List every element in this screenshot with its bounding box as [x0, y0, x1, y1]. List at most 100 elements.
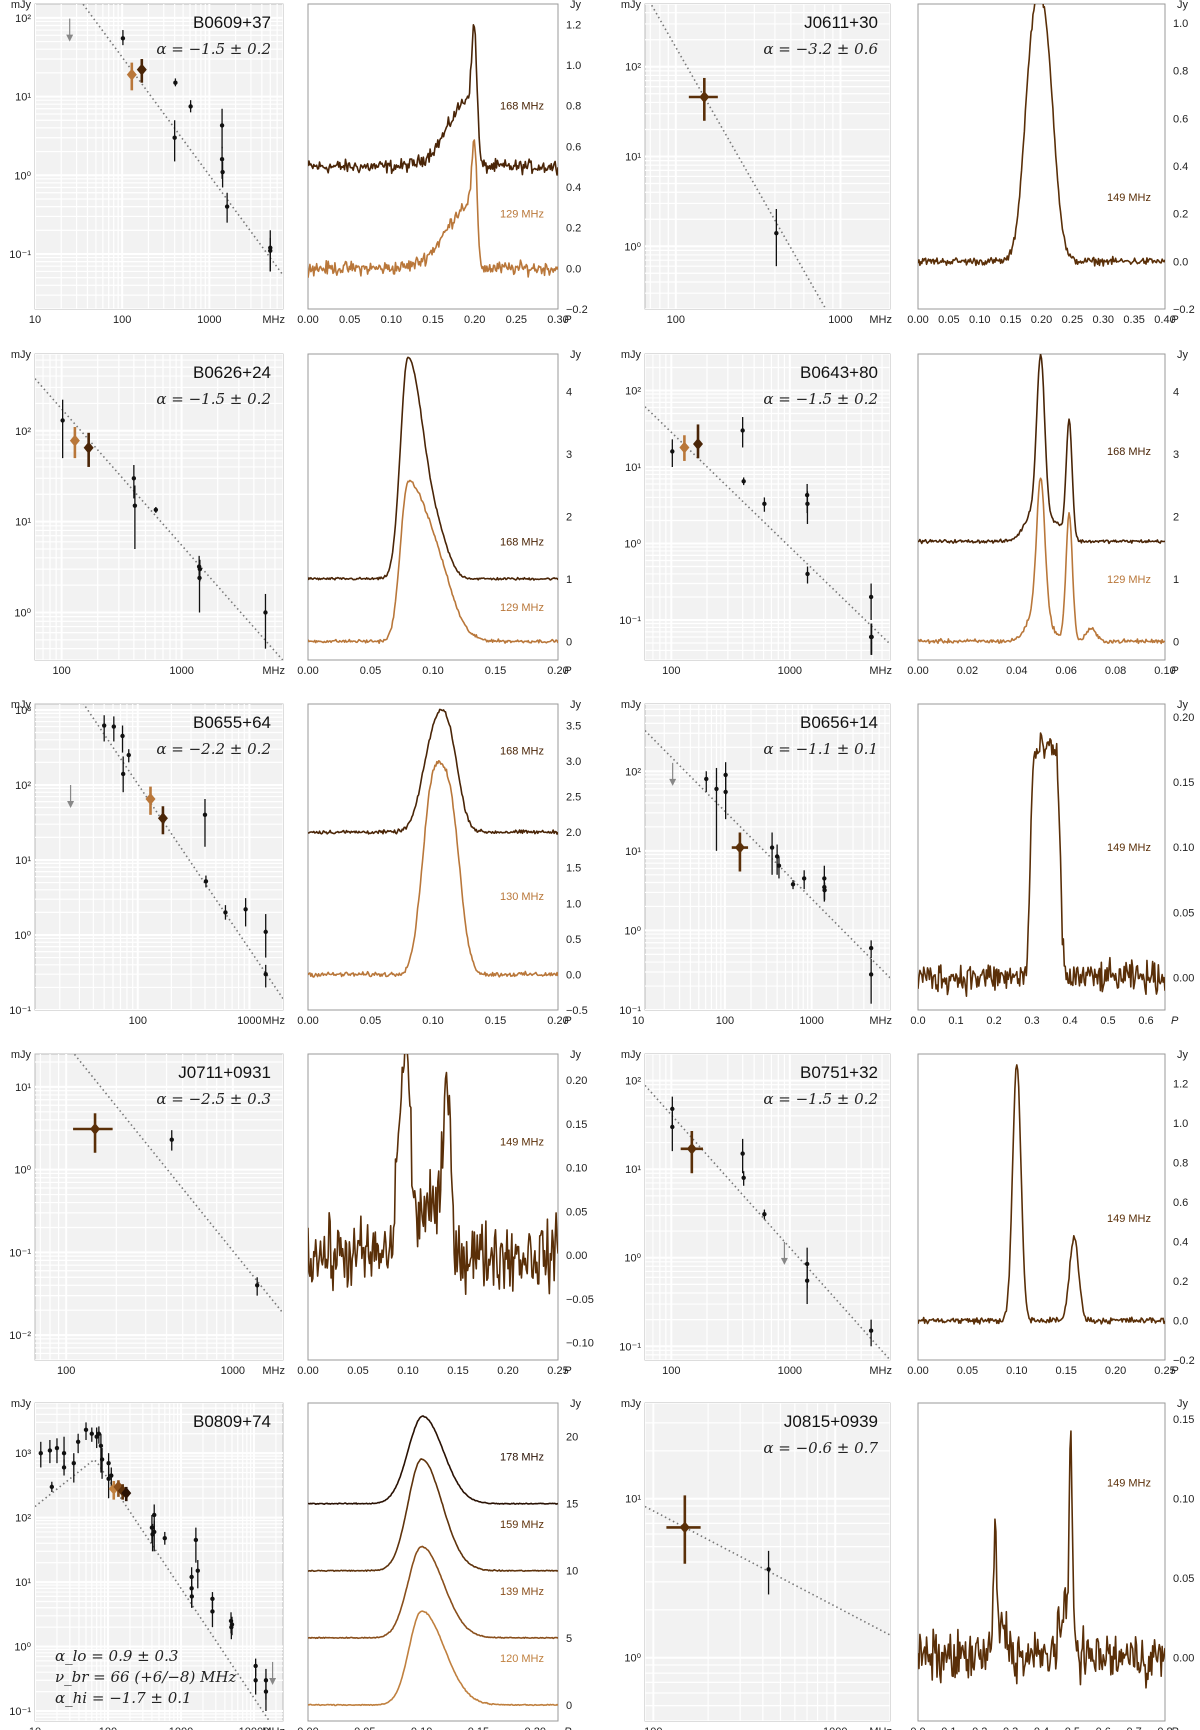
y-tick-label: 1.0 [1173, 18, 1188, 30]
x-tick-label: 0.10 [381, 314, 402, 326]
plot-area [917, 1053, 1166, 1361]
flux-point [868, 972, 874, 977]
y-tick-label: 10⁰ [14, 1642, 31, 1654]
profile-panel-B0626+24: 168 MHz 129 MHz 0.00 0.05 0.10 0.15 0.20P 0 1 2 3 4… [297, 349, 581, 677]
y-tick-label: 0.15 [566, 1119, 587, 1131]
y-unit-label: Jy [570, 349, 582, 361]
flux-point [224, 204, 230, 209]
flux-point [723, 772, 728, 778]
pulse-profile-line [308, 759, 558, 978]
frequency-label: 168 MHz [500, 101, 544, 113]
x-tick-label: 0.00 [297, 1015, 318, 1027]
y-tick-label: 0.4 [566, 182, 581, 194]
pulsar-name: B0751+32 [800, 1063, 878, 1082]
flux-point [741, 479, 746, 484]
x-tick-label: 1000 [828, 314, 852, 326]
flux-point [173, 80, 178, 85]
y-tick-label: 10⁻² [9, 1330, 31, 1342]
x-tick-label: 0.2 [972, 1726, 987, 1730]
spectral-index: α = −1.5 ± 0.2 [763, 390, 878, 408]
x-tick-label: 0.20 [547, 665, 568, 677]
y-tick-label: 10¹ [625, 152, 641, 164]
flux-point [197, 575, 202, 581]
pulse-profile-line [308, 1415, 558, 1505]
y-tick-label: 1.0 [1173, 1118, 1188, 1130]
upper-limit-arrow [669, 778, 677, 786]
y-tick-label: 10² [15, 1513, 31, 1525]
pulsar-name: J0815+0939 [784, 1412, 878, 1431]
x-tick-label: 0.05 [957, 1365, 978, 1377]
y-tick-label: 0.5 [566, 934, 581, 946]
y-tick-label: 10⁰ [14, 1165, 31, 1177]
flux-point [774, 230, 779, 236]
x-tick-label: 0.3 [1003, 1726, 1018, 1730]
pulsar-name: B0656+14 [800, 713, 878, 732]
x-unit-label: P [1171, 1726, 1179, 1730]
profile-panel-J0815+0939: 149 MHz 0.0 0.1 0.2 0.3 0.4 0.5 0.6 0.7 0.8P 0.00 0… [910, 1398, 1194, 1730]
frequency-label: 129 MHz [1107, 574, 1151, 586]
profile-panel-J0711+0931: 149 MHz 0.00 0.05 0.10 0.15 0.20 0.25P −0.10 −0.… [297, 1049, 594, 1377]
y-tick-label: 10⁻¹ [9, 1005, 31, 1017]
y-unit-label: Jy [570, 0, 582, 11]
x-tick-label: 0.10 [969, 314, 990, 326]
flux-point [804, 1278, 810, 1283]
y-tick-label: 10¹ [625, 1494, 641, 1506]
x-tick-label: 100 [662, 665, 680, 677]
profile-panel-B0656+14: 149 MHz 0.0 0.1 0.2 0.3 0.4 0.5 0.6 P 0.00 0.05 0.1… [910, 699, 1194, 1027]
x-tick-label: 1000 [778, 1365, 802, 1377]
x-tick-label: 0.2 [986, 1015, 1001, 1027]
y-unit-label: Jy [1177, 1398, 1189, 1410]
y-unit-label: mJy [11, 1049, 32, 1061]
y-tick-label: 1.2 [1173, 1079, 1188, 1091]
x-tick-label: 0.00 [907, 314, 928, 326]
pulse-profile-line [308, 24, 558, 176]
flux-point [195, 1568, 200, 1573]
y-tick-label: 10² [625, 62, 641, 74]
flux-point [111, 724, 117, 729]
x-unit-label: MHz [262, 1015, 285, 1027]
flux-point [47, 1448, 53, 1453]
y-unit-label: mJy [621, 0, 642, 11]
x-tick-label: 0.7 [1126, 1726, 1141, 1730]
y-tick-label: 0.20 [566, 1075, 587, 1087]
y-tick-label: 0.20 [1173, 712, 1194, 724]
y-tick-label: 10⁰ [14, 607, 31, 619]
y-tick-label: 0.0 [1173, 1316, 1188, 1328]
spectral-index: α = −1.5 ± 0.2 [156, 390, 271, 408]
pulsar-name: B0809+74 [193, 1412, 271, 1431]
spectrum-panel-B0626+24: 100 1000 MHz 10⁰ 10¹ 10² mJy B0626+24 α = −1.5 ±… [11, 349, 285, 677]
x-tick-label: 1000 [778, 665, 802, 677]
x-unit-label: P [564, 665, 572, 677]
pulse-profile-line [918, 732, 1165, 997]
plot-area [917, 703, 1166, 1011]
y-tick-label: 3.0 [566, 756, 581, 768]
y-tick-label: 4 [566, 386, 572, 398]
frequency-label: 129 MHz [500, 208, 544, 220]
spectrum-panel-B0656+14: 10 100 1000 MHz 10⁻¹ 10⁰ 10¹ 10² mJy B0656+14 α = … [619, 699, 892, 1027]
x-tick-label: 100 [129, 1015, 147, 1027]
x-tick-label: 10 [29, 314, 41, 326]
y-tick-label: 10³ [15, 1448, 31, 1460]
x-tick-label: 100 [667, 314, 685, 326]
y-tick-label: −0.2 [566, 304, 588, 316]
x-tick-label: 0.15 [468, 1726, 489, 1730]
y-tick-label: 10³ [15, 705, 31, 717]
y-tick-label: 0.2 [1173, 209, 1188, 221]
y-tick-label: 10⁻¹ [9, 1247, 31, 1259]
x-unit-label: MHz [869, 1015, 892, 1027]
pulse-profile-line [918, 477, 1165, 645]
x-unit-label: MHz [869, 314, 892, 326]
lofar-flux-point [679, 1521, 690, 1534]
pulsar-name: B0643+80 [800, 363, 878, 382]
lofar-flux-point [686, 1142, 697, 1155]
spectrum-panel-B0609+37: 10 100 1000 MHz 10⁻¹ 10⁰ 10¹ 10² mJy B0609+37 α = … [9, 0, 285, 326]
x-tick-label: 100 [57, 1365, 75, 1377]
y-tick-label: 10¹ [15, 1577, 31, 1589]
spectrum-panel-J0711+0931: 100 1000 MHz 10⁻² 10⁻¹ 10⁰ 10¹ mJy J0711+0931 α =… [9, 1049, 285, 1377]
x-tick-label: 0.25 [1154, 1365, 1175, 1377]
pulse-profile-line [308, 479, 558, 645]
frequency-label: 139 MHz [500, 1586, 544, 1598]
y-tick-label: 0.6 [1173, 113, 1188, 125]
x-tick-label: 0.15 [447, 1365, 468, 1377]
y-tick-label: 0.00 [1173, 1652, 1194, 1664]
